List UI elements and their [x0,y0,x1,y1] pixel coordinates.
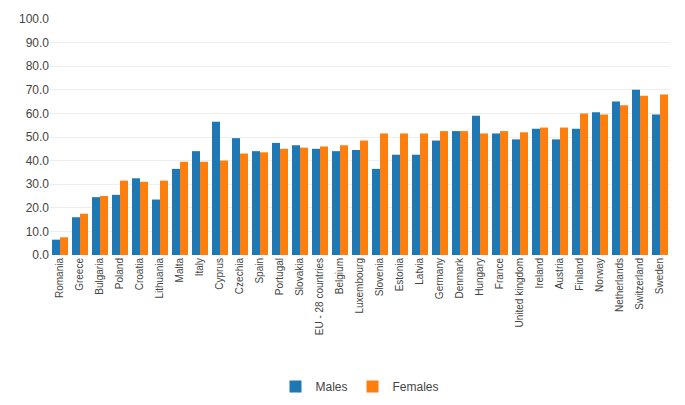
svg-text:90.0: 90.0 [26,36,50,50]
svg-text:Sweden: Sweden [654,258,665,294]
svg-text:France: France [494,258,505,290]
svg-text:Czechia: Czechia [234,258,245,295]
svg-text:Belgium: Belgium [334,258,345,294]
svg-text:Cyprus: Cyprus [214,258,225,290]
svg-text:80.0: 80.0 [26,59,50,73]
svg-text:Ireland: Ireland [534,258,545,289]
svg-text:Lithuania: Lithuania [154,258,165,299]
svg-text:United kingdom: United kingdom [514,258,525,327]
svg-text:Poland: Poland [114,258,125,289]
svg-text:Portugal: Portugal [274,258,285,295]
svg-text:Females: Females [393,380,439,394]
svg-text:Latvia: Latvia [414,258,425,285]
svg-text:Males: Males [316,380,348,394]
svg-text:10.0: 10.0 [26,225,50,239]
svg-text:Italy: Italy [194,258,205,276]
svg-text:Croatia: Croatia [134,258,145,291]
svg-text:Slovenia: Slovenia [374,258,385,297]
svg-text:Austria: Austria [554,258,565,290]
svg-text:Malta: Malta [174,258,185,283]
svg-text:Greece: Greece [74,258,85,291]
svg-text:30.0: 30.0 [26,177,50,191]
svg-text:Denmark: Denmark [454,257,465,299]
svg-text:Netherlands: Netherlands [614,258,625,312]
svg-text:Spain: Spain [254,258,265,284]
svg-text:Hungary: Hungary [474,258,485,296]
svg-text:60.0: 60.0 [26,107,50,121]
svg-text:40.0: 40.0 [26,154,50,168]
svg-text:Luxembourg: Luxembourg [354,258,365,314]
svg-text:50.0: 50.0 [26,130,50,144]
svg-text:70.0: 70.0 [26,83,50,97]
svg-text:Bulgaria: Bulgaria [94,258,105,295]
svg-text:Norway: Norway [594,258,605,292]
svg-text:Estonia: Estonia [394,258,405,292]
svg-text:EU - 28 countries: EU - 28 countries [314,258,325,335]
svg-text:Germany: Germany [434,258,445,299]
svg-text:Finland: Finland [574,258,585,291]
svg-text:Romania: Romania [54,258,65,298]
svg-text:20.0: 20.0 [26,201,50,215]
svg-text:0.0: 0.0 [32,248,49,262]
svg-text:Slovakia: Slovakia [294,258,305,296]
svg-text:Switzerland: Switzerland [634,258,645,310]
svg-text:100.0: 100.0 [19,12,49,26]
